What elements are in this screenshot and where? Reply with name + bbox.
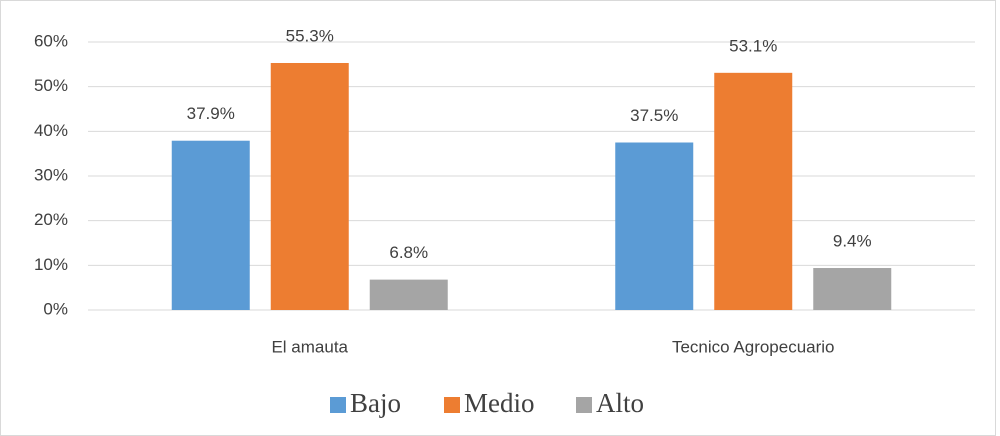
legend-swatch bbox=[576, 397, 592, 413]
bar bbox=[270, 62, 349, 310]
legend: Bajo Medio Alto bbox=[330, 388, 644, 418]
data-label: 37.9% bbox=[187, 104, 235, 123]
y-tick-label: 50% bbox=[34, 76, 68, 95]
legend-swatch bbox=[444, 397, 460, 413]
data-label: 55.3% bbox=[286, 26, 334, 45]
legend-label: Alto bbox=[596, 388, 644, 418]
data-label: 9.4% bbox=[833, 231, 872, 250]
data-label: 6.8% bbox=[389, 243, 428, 262]
bar bbox=[369, 279, 448, 310]
y-tick-label: 40% bbox=[34, 121, 68, 140]
legend-swatch bbox=[330, 397, 346, 413]
data-label: 53.1% bbox=[729, 36, 777, 55]
y-tick-label: 60% bbox=[34, 31, 68, 50]
bar bbox=[813, 268, 892, 310]
y-tick-label: 30% bbox=[34, 165, 68, 184]
y-tick-label: 10% bbox=[34, 255, 68, 274]
bar bbox=[714, 72, 793, 310]
data-label: 37.5% bbox=[630, 106, 678, 125]
x-tick-label: Tecnico Agropecuario bbox=[672, 337, 835, 356]
y-tick-label: 0% bbox=[43, 299, 68, 318]
bar bbox=[171, 140, 250, 310]
y-tick-label: 20% bbox=[34, 210, 68, 229]
legend-label: Bajo bbox=[350, 388, 401, 418]
x-tick-label: El amauta bbox=[271, 337, 348, 356]
bar bbox=[615, 142, 694, 310]
legend-label: Medio bbox=[464, 388, 535, 418]
